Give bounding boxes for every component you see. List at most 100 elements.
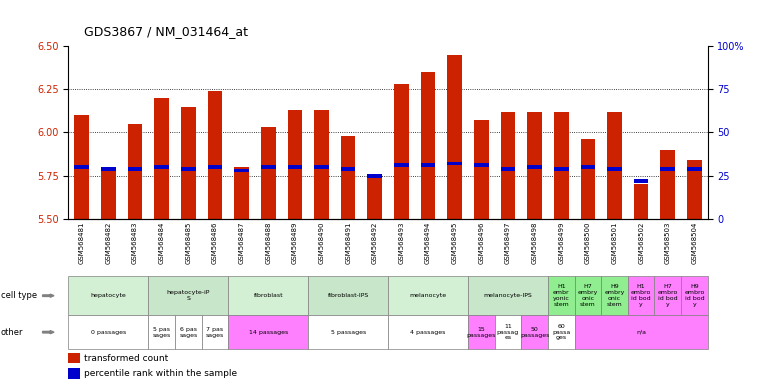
Text: melanocyte: melanocyte	[409, 293, 447, 298]
Text: H9
embro
id bod
y: H9 embro id bod y	[684, 285, 705, 307]
Bar	[68, 315, 148, 349]
Bar	[501, 112, 515, 219]
Text: GSM568493: GSM568493	[399, 222, 404, 264]
Text: GSM568485: GSM568485	[186, 222, 191, 264]
Bar	[341, 136, 355, 219]
Text: GSM568496: GSM568496	[479, 222, 484, 264]
Bar	[661, 167, 675, 170]
Bar	[228, 315, 308, 349]
Bar	[575, 315, 708, 349]
Bar	[421, 164, 435, 167]
Bar	[447, 162, 462, 166]
Text: GSM568484: GSM568484	[159, 222, 164, 264]
Bar	[681, 276, 708, 315]
Bar	[148, 315, 175, 349]
Text: GSM568490: GSM568490	[319, 222, 324, 264]
Text: percentile rank within the sample: percentile rank within the sample	[84, 369, 237, 378]
Bar	[575, 276, 601, 315]
Bar	[468, 276, 548, 315]
Text: fibroblast: fibroblast	[253, 293, 283, 298]
Text: GSM568497: GSM568497	[505, 222, 511, 264]
Bar	[634, 184, 648, 219]
Text: 7 pas
sages: 7 pas sages	[206, 327, 224, 338]
Text: 15
passages: 15 passages	[466, 327, 496, 338]
Bar	[314, 110, 329, 219]
Bar	[154, 165, 169, 169]
Bar	[341, 167, 355, 170]
Bar	[75, 165, 89, 169]
Text: H1
embro
id bod
y: H1 embro id bod y	[631, 285, 651, 307]
Bar	[554, 167, 568, 170]
Text: GSM568494: GSM568494	[425, 222, 431, 264]
Bar	[601, 276, 628, 315]
Bar	[288, 110, 302, 219]
Bar	[521, 315, 548, 349]
Bar	[228, 276, 308, 315]
Text: GSM568491: GSM568491	[345, 222, 351, 264]
Bar	[308, 276, 388, 315]
Bar	[128, 167, 142, 170]
Bar	[607, 112, 622, 219]
Text: GSM568489: GSM568489	[292, 222, 298, 264]
Text: GSM568482: GSM568482	[106, 222, 111, 264]
Text: 0 passages: 0 passages	[91, 329, 126, 335]
Bar	[661, 150, 675, 219]
Text: fibroblast-IPS: fibroblast-IPS	[327, 293, 369, 298]
Text: n/a: n/a	[636, 329, 646, 335]
Bar	[208, 165, 222, 169]
Bar	[394, 164, 409, 167]
Text: cell type: cell type	[1, 291, 37, 300]
Bar	[368, 176, 382, 219]
Bar	[581, 165, 595, 169]
Bar	[101, 167, 116, 219]
Text: 60
passa
ges: 60 passa ges	[552, 324, 570, 341]
Bar	[208, 91, 222, 219]
Text: 6 pas
sages: 6 pas sages	[180, 327, 197, 338]
Text: hepatocyte-iP
S: hepatocyte-iP S	[167, 290, 210, 301]
Text: GSM568487: GSM568487	[239, 222, 244, 264]
Text: GSM568488: GSM568488	[266, 222, 271, 264]
Bar	[554, 112, 568, 219]
Text: 14 passages: 14 passages	[249, 329, 288, 335]
Bar	[687, 160, 702, 219]
Bar	[234, 169, 249, 172]
Bar	[501, 167, 515, 170]
Bar	[474, 164, 489, 167]
Text: GSM568503: GSM568503	[665, 222, 670, 264]
Text: melanocyte-IPS: melanocyte-IPS	[483, 293, 533, 298]
Bar	[687, 167, 702, 170]
Text: GSM568483: GSM568483	[132, 222, 138, 264]
Bar	[68, 276, 148, 315]
Text: H7
embro
id bod
y: H7 embro id bod y	[658, 285, 678, 307]
Bar	[101, 167, 116, 170]
Bar	[468, 315, 495, 349]
Bar	[154, 98, 169, 219]
Bar	[68, 353, 80, 363]
Text: GSM568492: GSM568492	[372, 222, 377, 264]
Bar	[421, 72, 435, 219]
Bar	[388, 276, 468, 315]
Bar	[474, 120, 489, 219]
Bar	[527, 112, 542, 219]
Bar	[607, 167, 622, 170]
Bar	[634, 179, 648, 183]
Bar	[581, 139, 595, 219]
Text: transformed count: transformed count	[84, 354, 169, 362]
Bar	[548, 315, 575, 349]
Text: GSM568498: GSM568498	[532, 222, 537, 264]
Bar	[495, 315, 521, 349]
Text: GSM568501: GSM568501	[612, 222, 617, 264]
Bar	[261, 127, 275, 219]
Bar	[261, 165, 275, 169]
Bar	[527, 165, 542, 169]
Bar	[202, 315, 228, 349]
Text: H7
embry
onic
stem: H7 embry onic stem	[578, 285, 598, 307]
Bar	[628, 276, 654, 315]
Bar	[308, 315, 388, 349]
Text: 50
passages: 50 passages	[520, 327, 549, 338]
Bar	[288, 165, 302, 169]
Bar	[654, 276, 681, 315]
Text: 5 pas
sages: 5 pas sages	[153, 327, 170, 338]
Text: GDS3867 / NM_031464_at: GDS3867 / NM_031464_at	[84, 25, 248, 38]
Text: GSM568499: GSM568499	[559, 222, 564, 264]
